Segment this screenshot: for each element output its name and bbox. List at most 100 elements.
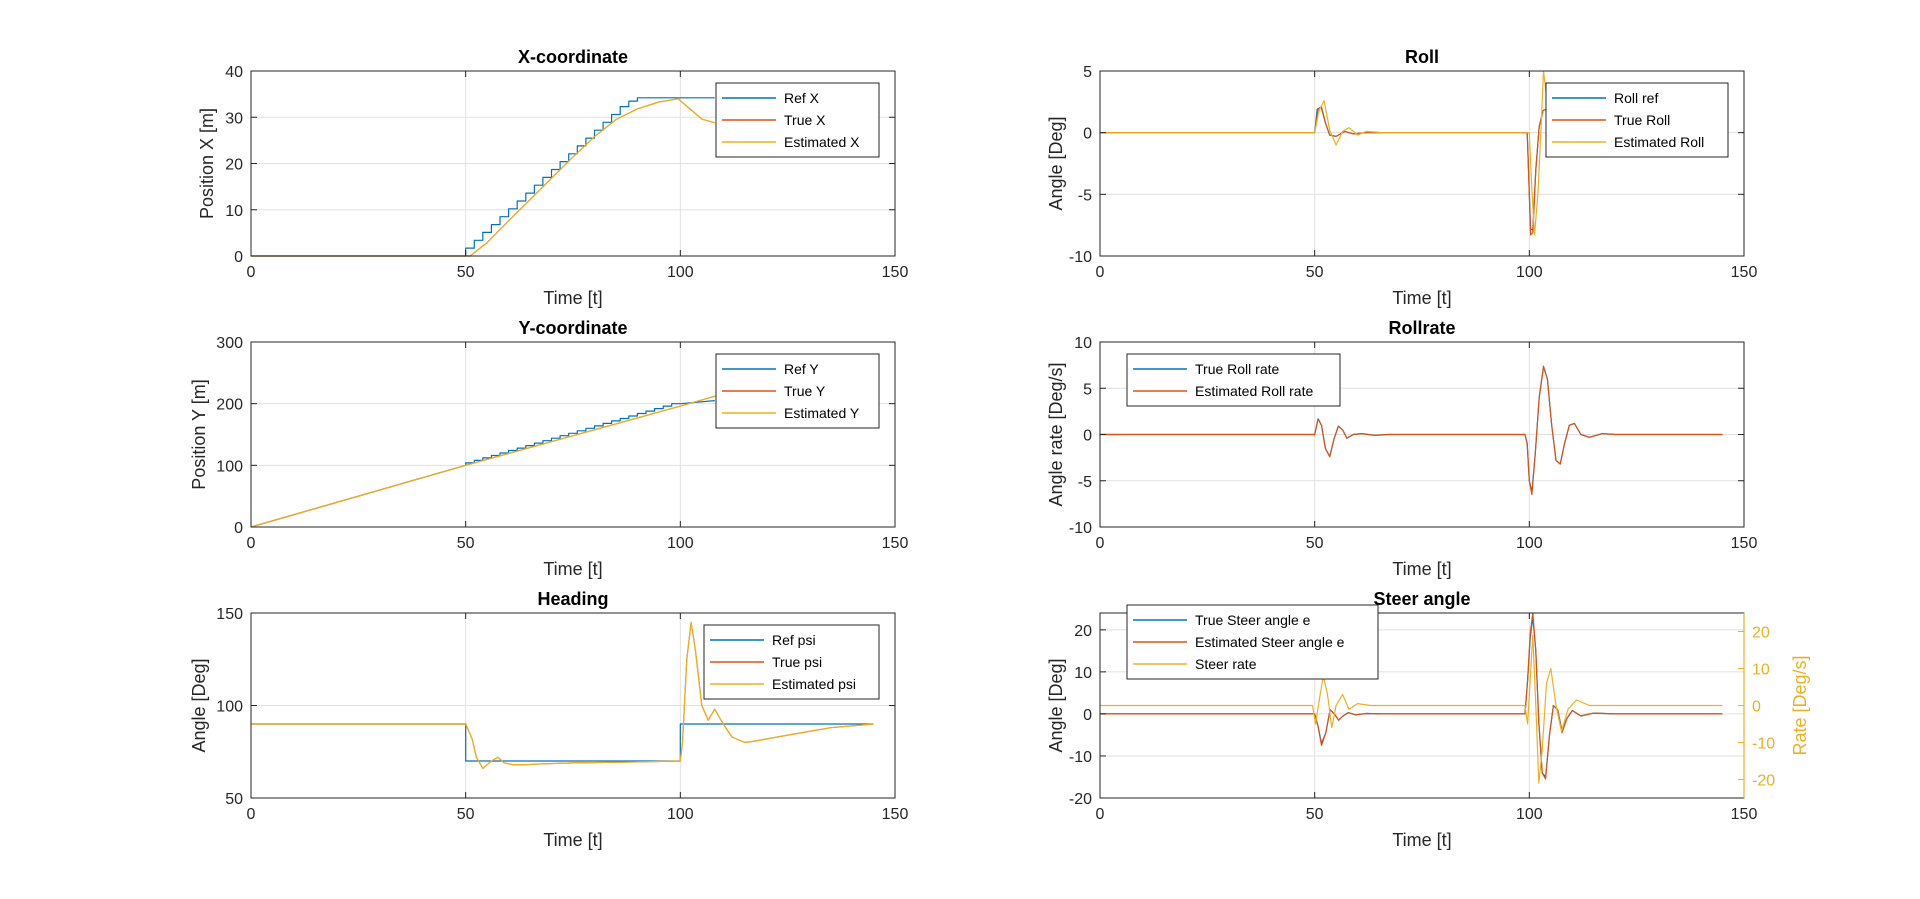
- x-tick-label: 0: [1096, 535, 1105, 552]
- chart-title: Roll: [1405, 47, 1439, 67]
- legend-entry: True X: [784, 112, 826, 128]
- y-axis-label: Angle [Deg]: [1046, 658, 1066, 752]
- legend: Ref Y True Y Estimated Y: [715, 353, 880, 429]
- x-tick-label: 50: [1306, 806, 1324, 823]
- x-tick-label: 150: [1731, 264, 1758, 281]
- y-right-tick-label: -20: [1752, 773, 1775, 790]
- legend-entry: Estimated Y: [784, 405, 860, 421]
- y-tick-label: 0: [234, 249, 243, 266]
- x-axis-label: Time [t]: [543, 288, 602, 308]
- subplot-x-coordinate: 0 50 100 150 0 10 20 30 40 X-coordinate Time [t] Po…: [197, 47, 908, 308]
- y-tick-label: 10: [225, 203, 243, 220]
- legend-entry: True Steer angle e: [1195, 612, 1311, 628]
- chart-title: Rollrate: [1388, 318, 1455, 338]
- y-tick-label: -10: [1069, 749, 1092, 766]
- series-estimated-psi: [251, 621, 874, 770]
- axes-box: [1099, 70, 1745, 257]
- series-estimated-x: [251, 98, 715, 257]
- legend-entry: Ref psi: [772, 632, 816, 648]
- y-tick-label: 0: [1083, 707, 1092, 724]
- legend-entry: True Roll: [1614, 112, 1670, 128]
- series-estimated-roll-rate: [1100, 365, 1723, 496]
- y-tick-label: 5: [1083, 381, 1092, 398]
- subplot-y-coordinate: 0 50 100 150 0 100 200 300 Y-coordinate Time [t] P…: [189, 318, 908, 579]
- y-tick-label: 0: [234, 520, 243, 537]
- legend-entry: True Roll rate: [1195, 361, 1280, 377]
- y-right-tick-label: 10: [1752, 662, 1770, 679]
- chart-title: Steer angle: [1373, 589, 1470, 609]
- legend-entry: True Y: [784, 383, 826, 399]
- x-tick-label: 50: [457, 264, 475, 281]
- series-ref-x: [251, 97, 715, 257]
- x-tick-label: 0: [1096, 806, 1105, 823]
- x-tick-label: 0: [247, 806, 256, 823]
- x-tick-label: 100: [667, 535, 694, 552]
- legend-entry: Estimated Roll rate: [1195, 383, 1313, 399]
- y-tick-label: 10: [1074, 335, 1092, 352]
- y-right-tick-label: 0: [1752, 699, 1761, 716]
- x-tick-label: 100: [1516, 535, 1543, 552]
- x-tick-label: 150: [882, 535, 909, 552]
- series-ref-y: [250, 400, 715, 528]
- x-tick-label: 100: [667, 264, 694, 281]
- series-steer-rate: [1100, 634, 1723, 784]
- y-tick-label: 40: [225, 64, 243, 81]
- chart-title: X-coordinate: [518, 47, 628, 67]
- x-tick-label: 0: [247, 535, 256, 552]
- y-tick-label: 100: [216, 699, 243, 716]
- y-tick-label: 10: [1074, 665, 1092, 682]
- y-axis-label: Angle [Deg]: [189, 658, 209, 752]
- chart-title: Heading: [537, 589, 608, 609]
- legend-entry: Ref X: [784, 90, 820, 106]
- y-right-tick-label: 20: [1752, 625, 1770, 642]
- legend: Roll ref True Roll Estimated Roll: [1545, 82, 1729, 158]
- legend: True Steer angle e Estimated Steer angle …: [1126, 604, 1379, 680]
- x-axis-label: Time [t]: [1392, 288, 1451, 308]
- legend-entry: Roll ref: [1614, 90, 1658, 106]
- y-axis-label: Position Y [m]: [189, 379, 209, 489]
- y-tick-label: 0: [1083, 428, 1092, 445]
- series-estimated-roll: [1100, 70, 1552, 236]
- x-tick-label: 100: [667, 806, 694, 823]
- legend-entry: Ref Y: [784, 361, 819, 377]
- x-tick-label: 0: [247, 264, 256, 281]
- x-tick-label: 50: [457, 806, 475, 823]
- y-tick-label: -10: [1069, 520, 1092, 537]
- legend: Ref psi True psi Estimated psi: [703, 624, 880, 700]
- subplot-steer-angle: 0 50 100 150 -20 -10 0 10 20 -20 -10 0 10 20 Rate [Deg…: [1046, 589, 1810, 850]
- y-tick-label: 50: [225, 791, 243, 808]
- y-tick-label: 150: [216, 606, 243, 623]
- x-tick-label: 50: [1306, 535, 1324, 552]
- axes-box: [250, 341, 896, 528]
- y-right-axis-label: Rate [Deg/s]: [1790, 655, 1810, 755]
- y-tick-label: 200: [216, 397, 243, 414]
- y-axis-label: Angle [Deg]: [1046, 116, 1066, 210]
- x-tick-label: 50: [457, 535, 475, 552]
- x-tick-label: 50: [1306, 264, 1324, 281]
- y-tick-label: 100: [216, 458, 243, 475]
- series-true-roll: [1100, 106, 1552, 236]
- legend-entry: Steer rate: [1195, 656, 1257, 672]
- x-tick-label: 150: [882, 806, 909, 823]
- y-tick-label: -5: [1078, 474, 1092, 491]
- x-axis-label: Time [t]: [543, 559, 602, 579]
- legend-box: [1126, 353, 1341, 407]
- legend-entry: Estimated Roll: [1614, 134, 1704, 150]
- y-axis-label: Position X [m]: [197, 108, 217, 219]
- subplot-roll: 0 50 100 150 -10 -5 0 5 Roll Time [t] Angle [Deg] R…: [1046, 47, 1757, 308]
- x-axis-label: Time [t]: [543, 830, 602, 850]
- y-tick-label: 20: [225, 157, 243, 174]
- legend-box: [703, 624, 880, 700]
- y-tick-label: 20: [1074, 623, 1092, 640]
- x-tick-label: 100: [1516, 806, 1543, 823]
- legend-entry: Estimated X: [784, 134, 860, 150]
- y-axis-label: Angle rate [Deg/s]: [1046, 362, 1066, 506]
- subplot-rollrate: 0 50 100 150 -10 -5 0 5 10 Rollrate Time [t] Angle …: [1046, 318, 1757, 579]
- y-tick-label: -10: [1069, 249, 1092, 266]
- x-tick-label: 150: [1731, 806, 1758, 823]
- legend-entry: Estimated Steer angle e: [1195, 634, 1345, 650]
- y-tick-label: -5: [1078, 187, 1092, 204]
- y-tick-label: 0: [1083, 126, 1092, 143]
- y-right-tick-label: -10: [1752, 736, 1775, 753]
